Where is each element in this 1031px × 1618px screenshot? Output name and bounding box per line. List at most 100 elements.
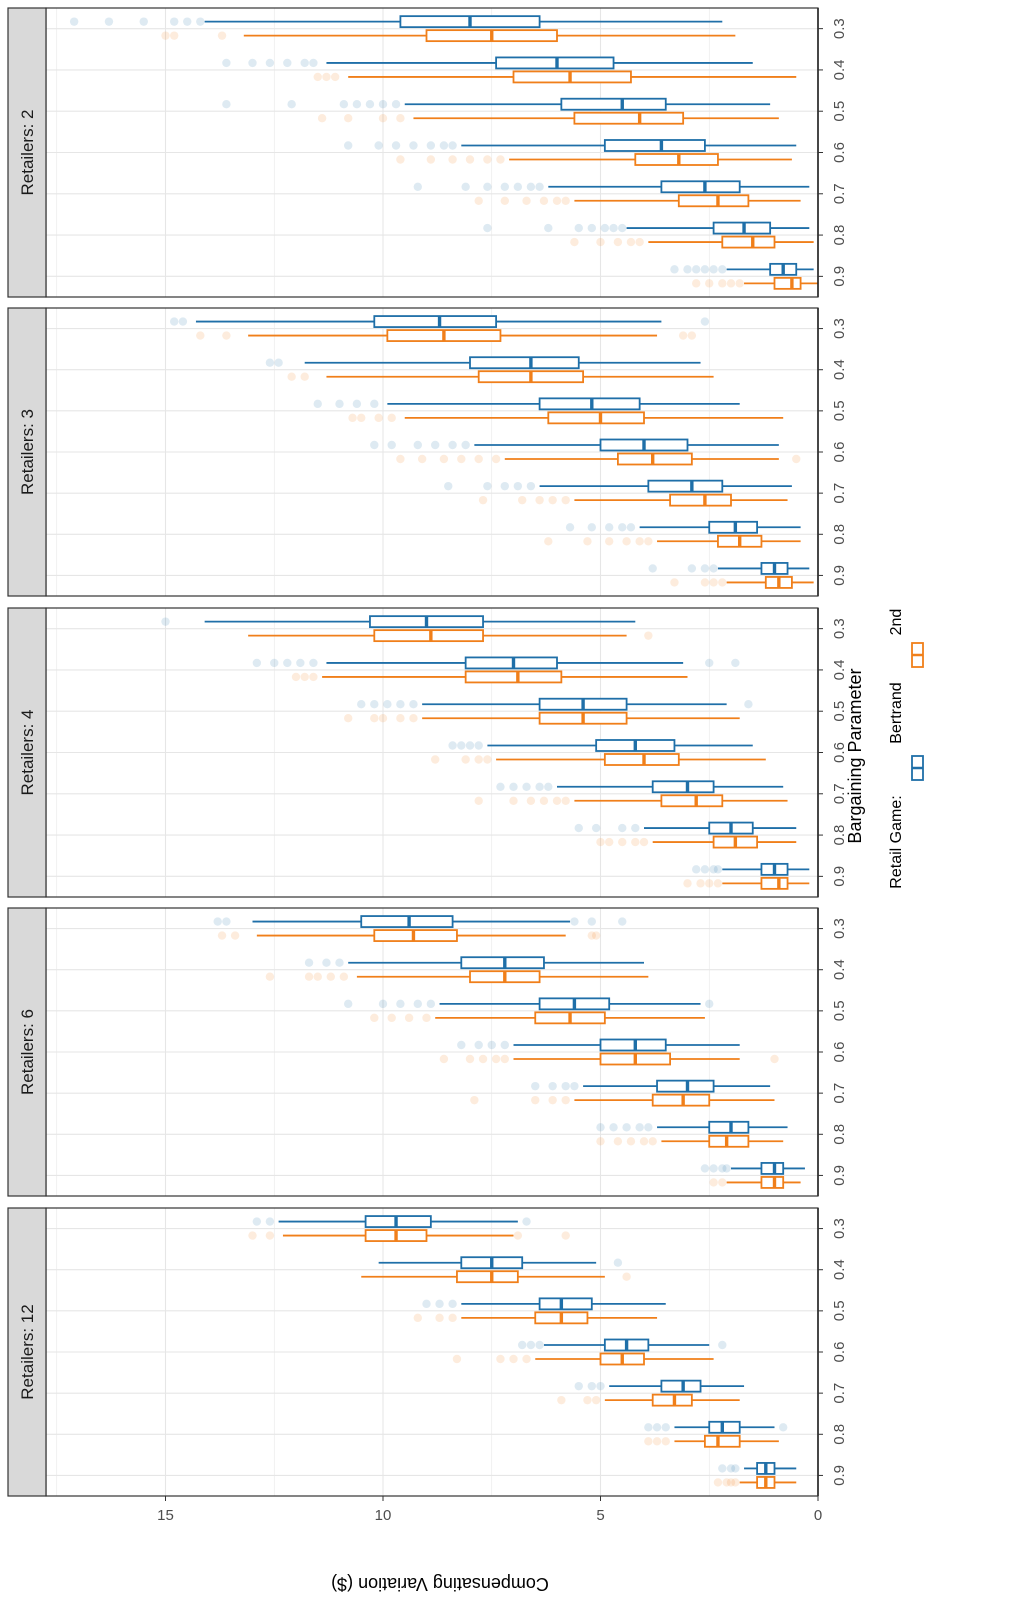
outlier-point bbox=[483, 155, 492, 164]
outlier-point bbox=[700, 1164, 710, 1173]
outlier-point bbox=[692, 279, 701, 288]
outlier-point bbox=[596, 1123, 605, 1132]
outlier-point bbox=[718, 1178, 727, 1187]
outlier-point bbox=[535, 1340, 544, 1350]
outlier-point bbox=[561, 1081, 570, 1091]
outlier-point bbox=[526, 796, 536, 805]
outlier-point bbox=[265, 972, 275, 981]
panel-strip bbox=[7, 907, 47, 1197]
outlier-point bbox=[718, 1164, 727, 1173]
x-tick-label: 0.3 bbox=[831, 18, 848, 39]
box-iqr bbox=[573, 111, 685, 125]
outlier-point bbox=[535, 182, 544, 191]
outlier-point bbox=[618, 917, 627, 926]
outlier-point bbox=[557, 1395, 566, 1405]
outlier-point bbox=[526, 481, 536, 491]
outlier-point bbox=[422, 1013, 431, 1023]
outlier-point bbox=[222, 100, 231, 109]
outlier-point bbox=[587, 917, 596, 926]
y-tick-label: 5 bbox=[596, 1507, 604, 1524]
outlier-point bbox=[252, 658, 262, 668]
outlier-point bbox=[491, 1054, 501, 1064]
outlier-point bbox=[718, 1340, 727, 1350]
outlier-point bbox=[313, 72, 322, 82]
outlier-point bbox=[265, 1231, 275, 1240]
outlier-point bbox=[696, 879, 705, 888]
x-tick-label: 0.4 bbox=[831, 1259, 848, 1280]
box-iqr bbox=[599, 1038, 667, 1052]
outlier-point bbox=[69, 17, 79, 26]
box-iqr bbox=[495, 56, 615, 70]
outlier-point bbox=[692, 265, 701, 274]
outlier-point bbox=[317, 114, 327, 123]
x-tick-label: 0.5 bbox=[831, 400, 848, 421]
outlier-point bbox=[718, 265, 727, 274]
y-axis-title: Compensating Variation ($) bbox=[331, 1574, 549, 1594]
outlier-point bbox=[396, 155, 405, 164]
box-iqr bbox=[560, 97, 667, 111]
outlier-point bbox=[726, 1464, 736, 1473]
box-iqr bbox=[760, 876, 789, 890]
x-tick-label: 0.6 bbox=[831, 142, 848, 163]
outlier-point bbox=[431, 440, 440, 450]
outlier-point bbox=[631, 837, 640, 847]
y-tick-label: 15 bbox=[157, 1507, 174, 1524]
outlier-point bbox=[217, 31, 227, 40]
outlier-point bbox=[644, 631, 653, 640]
outlier-point bbox=[304, 972, 314, 981]
outlier-point bbox=[374, 413, 383, 423]
outlier-point bbox=[474, 454, 483, 464]
outlier-point bbox=[448, 1299, 457, 1309]
outlier-point bbox=[731, 1478, 740, 1487]
outlier-point bbox=[370, 700, 379, 709]
outlier-point bbox=[518, 495, 527, 505]
outlier-point bbox=[731, 658, 740, 668]
x-tick-label: 0.4 bbox=[831, 59, 848, 80]
outlier-point bbox=[500, 1054, 509, 1064]
outlier-point bbox=[522, 1217, 531, 1226]
outlier-point bbox=[196, 331, 205, 340]
box-iqr bbox=[538, 397, 641, 411]
outlier-point bbox=[487, 1040, 496, 1050]
outlier-point bbox=[474, 755, 483, 764]
x-tick-label: 0.7 bbox=[831, 1083, 848, 1104]
outlier-point bbox=[287, 372, 296, 381]
outlier-point bbox=[631, 823, 640, 833]
outlier-point bbox=[465, 741, 475, 750]
outlier-point bbox=[357, 413, 366, 423]
outlier-point bbox=[457, 741, 466, 750]
outlier-point bbox=[661, 1437, 670, 1446]
outlier-point bbox=[700, 564, 710, 573]
outlier-point bbox=[309, 672, 318, 682]
outlier-point bbox=[378, 714, 388, 723]
outlier-point bbox=[522, 782, 531, 791]
outlier-point bbox=[526, 182, 536, 191]
outlier-point bbox=[539, 196, 549, 205]
outlier-point bbox=[513, 481, 523, 491]
outlier-point bbox=[635, 537, 644, 546]
outlier-point bbox=[387, 413, 396, 423]
box-iqr bbox=[760, 1176, 785, 1189]
outlier-point bbox=[330, 72, 340, 82]
outlier-point bbox=[448, 155, 457, 164]
outlier-point bbox=[431, 755, 440, 764]
x-tick-label: 0.8 bbox=[831, 1124, 848, 1145]
outlier-point bbox=[726, 1478, 736, 1487]
outlier-point bbox=[422, 1299, 431, 1309]
outlier-point bbox=[344, 714, 353, 723]
outlier-point bbox=[544, 223, 553, 233]
box-iqr bbox=[721, 235, 776, 249]
box-iqr bbox=[660, 180, 741, 194]
x-tick-label: 0.4 bbox=[831, 359, 848, 380]
outlier-point bbox=[409, 714, 418, 723]
outlier-point bbox=[683, 265, 692, 274]
outlier-point bbox=[744, 700, 753, 709]
outlier-point bbox=[574, 1381, 583, 1391]
outlier-point bbox=[483, 755, 492, 764]
x-axis-title: Bargaining Parameter bbox=[845, 668, 865, 843]
outlier-point bbox=[387, 440, 396, 450]
outlier-point bbox=[383, 700, 392, 709]
outlier-point bbox=[709, 865, 718, 874]
y-tick-label: 10 bbox=[375, 1507, 392, 1524]
outlier-point bbox=[596, 1137, 605, 1146]
